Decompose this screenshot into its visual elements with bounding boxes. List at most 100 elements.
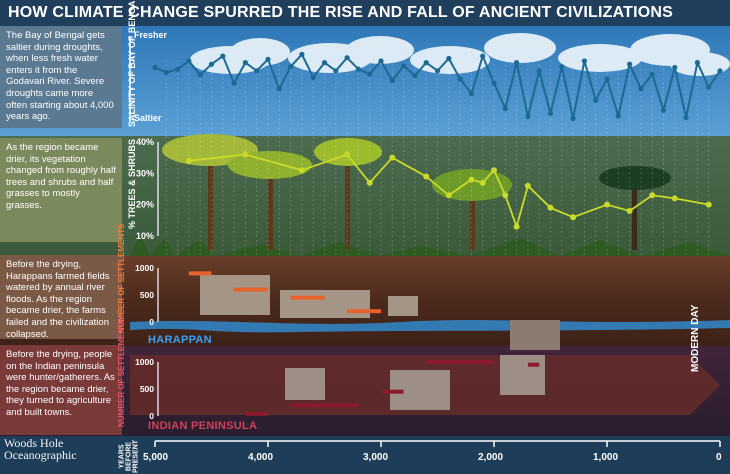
indian-settlements-tick: 0 xyxy=(149,411,154,421)
salinity-point xyxy=(152,64,158,71)
salinity-axis-label: SALINITY OF BAY OF BENGAL xyxy=(127,0,137,127)
salinity-point xyxy=(197,72,203,78)
vegetation-point xyxy=(242,151,249,158)
harappan-caption: Before the drying, Harappans farmed fiel… xyxy=(0,255,122,340)
salinity-caption: The Bay of Bengal gets saltier during dr… xyxy=(0,26,122,128)
year-gridlines xyxy=(165,60,710,255)
indian-settlements-axis-label: NUMBER OF SETTLEMENTS xyxy=(117,317,126,427)
salinity-point xyxy=(502,105,508,112)
vegetation-point xyxy=(547,204,554,211)
harappan-label: HARAPPAN xyxy=(148,334,212,346)
indian-settlement-bar xyxy=(527,362,540,367)
tick-4000: 4,000 xyxy=(248,452,274,463)
vegetation-tick-label: 40% xyxy=(136,137,154,147)
vegetation-point xyxy=(389,154,396,161)
salinity-point xyxy=(434,68,441,74)
vegetation-point xyxy=(671,195,678,202)
salinity-point xyxy=(581,58,588,64)
settlements-chart: 0 500 1000 0 500 1000 xyxy=(135,263,540,421)
salinity-point xyxy=(242,60,248,66)
salinity-point xyxy=(389,78,395,84)
indian-settlement-bar xyxy=(245,411,268,416)
salinity-point xyxy=(254,68,260,74)
salinity-point xyxy=(593,97,599,103)
vegetation-point xyxy=(298,167,305,174)
vegetation-point xyxy=(468,176,475,183)
salinity-line xyxy=(154,52,721,120)
salinity-point xyxy=(660,107,667,113)
saltier-label: Saltier xyxy=(134,113,162,123)
indian-settlements-tick: 1000 xyxy=(135,357,154,367)
vegetation-axis-label: % TREES & SHRUBS xyxy=(127,138,137,229)
page-title: HOW CLIMATE CHANGE SPURRED THE RISE AND … xyxy=(0,0,730,26)
vegetation-tick-label: 20% xyxy=(136,200,154,210)
modern-day-label: MODERN DAY xyxy=(690,304,701,372)
salinity-point xyxy=(672,64,678,71)
harappan-settlement-bar xyxy=(234,287,268,292)
vegetation-tick-label: 10% xyxy=(136,231,154,241)
salinity-point xyxy=(615,113,621,119)
salinity-point xyxy=(717,68,723,74)
vegetation-point xyxy=(423,173,430,180)
harappan-settlement-bar xyxy=(188,271,212,276)
tick-2000: 2,000 xyxy=(478,452,504,463)
vegetation-caption: As the region became drier, its vegetati… xyxy=(0,138,122,242)
salinity-point xyxy=(321,60,328,66)
vegetation-point xyxy=(491,167,497,174)
salinity-point xyxy=(163,69,169,76)
logo-line-1: Woods Hole xyxy=(4,436,64,450)
harappan-settlement-bar xyxy=(347,309,381,314)
salinity-point xyxy=(333,68,339,74)
salinity-point xyxy=(604,76,610,82)
tick-0: 0 xyxy=(716,452,722,463)
vegetation-point xyxy=(479,179,486,186)
salinity-point xyxy=(570,115,576,121)
salinity-point xyxy=(378,58,384,64)
vegetation-tick-label: 30% xyxy=(136,168,154,178)
indian-settlement-bar xyxy=(460,360,494,364)
salinity-point xyxy=(694,60,701,66)
indian-peninsula-caption: Before the drying, people on the Indian … xyxy=(0,345,122,435)
vegetation-point xyxy=(185,157,192,164)
salinity-point xyxy=(423,60,429,66)
salinity-point xyxy=(265,56,271,62)
salinity-point xyxy=(344,55,350,61)
salinity-point xyxy=(468,91,474,97)
indian-settlement-bar xyxy=(313,403,359,408)
salinity-point xyxy=(649,71,655,77)
vegetation-point xyxy=(570,214,577,221)
salinity-point xyxy=(175,66,181,72)
vegetation-point xyxy=(649,192,656,199)
salinity-point xyxy=(683,114,689,121)
salinity-point xyxy=(547,110,554,117)
vegetation-point xyxy=(604,201,610,208)
salinity-chart xyxy=(129,36,723,122)
salinity-point xyxy=(627,61,633,67)
vegetation-point xyxy=(366,179,373,186)
indian-settlement-bar xyxy=(426,360,461,364)
salinity-point xyxy=(401,63,407,69)
axis-band xyxy=(0,436,730,471)
salinity-point xyxy=(638,86,644,92)
river xyxy=(130,320,730,333)
vegetation-point xyxy=(524,182,531,189)
salinity-point xyxy=(186,58,192,64)
chart-axes xyxy=(154,440,721,447)
salinity-point xyxy=(288,64,294,70)
salinity-point xyxy=(457,76,463,82)
indian-peninsula-label: INDIAN PENINSULA xyxy=(148,420,258,432)
salinity-point xyxy=(514,60,520,66)
salinity-point xyxy=(412,73,418,79)
salinity-point xyxy=(446,55,452,62)
salinity-point xyxy=(480,53,486,59)
indian-settlements-tick: 500 xyxy=(140,384,154,394)
harappan-settlements-tick: 0 xyxy=(149,317,154,327)
harappan-settlements-tick: 1000 xyxy=(135,263,154,273)
harappan-settlement-bar xyxy=(290,295,325,300)
salinity-point xyxy=(536,68,542,74)
salinity-point xyxy=(310,74,316,80)
vegetation-point xyxy=(705,201,712,208)
salinity-point xyxy=(231,80,237,86)
salinity-point xyxy=(706,84,712,90)
